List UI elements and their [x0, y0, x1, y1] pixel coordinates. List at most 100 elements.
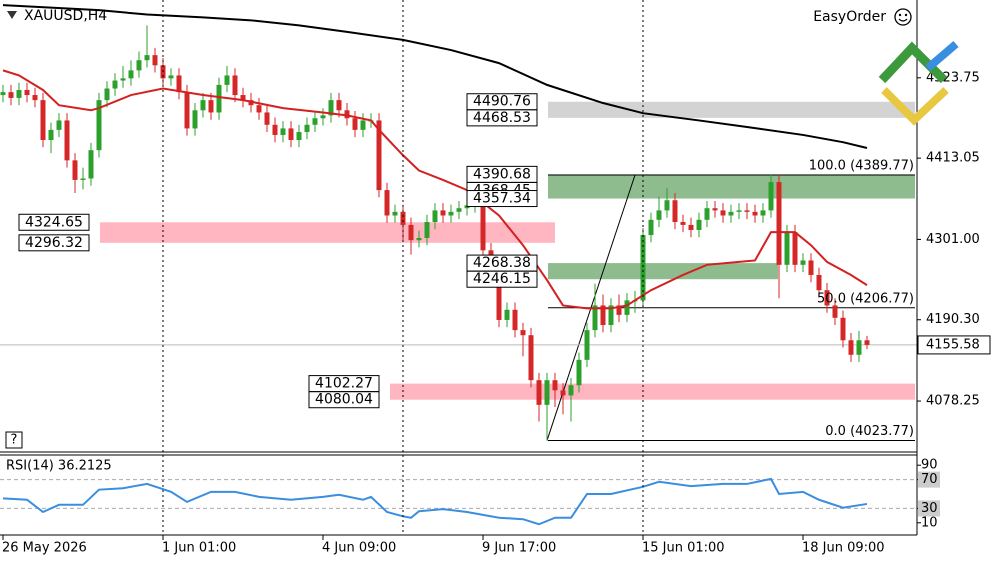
symbol-menu-icon[interactable] — [7, 11, 17, 19]
candle-body — [688, 224, 694, 230]
candle-body — [200, 100, 206, 111]
candle-body — [32, 95, 38, 101]
candle-body — [0, 92, 6, 96]
y-tick-label: 10 — [921, 515, 938, 530]
candle-body — [656, 210, 662, 220]
candle-body — [8, 92, 14, 98]
candle-body — [864, 340, 870, 345]
candle-body — [144, 55, 150, 61]
candle-body — [224, 75, 230, 85]
candle-body — [48, 129, 54, 141]
candle-body — [344, 110, 350, 119]
candle-body — [216, 84, 222, 113]
candle-body — [552, 380, 558, 391]
candle-body — [848, 340, 854, 355]
zone-label-box — [466, 109, 538, 127]
candle-body — [448, 211, 454, 216]
easy-order-button[interactable]: EasyOrder — [813, 9, 886, 25]
candle-body — [304, 124, 310, 133]
x-tick-label: 18 Jun 09:00 — [802, 541, 885, 556]
candle-body — [104, 88, 110, 101]
x-tick-label: 26 May 2026 — [2, 541, 87, 556]
x-tick-label: 15 Jun 01:00 — [642, 541, 725, 556]
level-label-box — [918, 471, 940, 488]
candle-body — [96, 100, 102, 151]
candle-body — [832, 305, 838, 318]
candle-body — [600, 305, 606, 326]
candle-body — [592, 305, 598, 331]
rsi-line — [2, 477, 868, 526]
candle-body — [312, 118, 318, 125]
price-zone — [100, 222, 555, 243]
candle-body — [560, 390, 566, 396]
last-price-box — [917, 335, 991, 355]
y-tick-label: 30 — [921, 501, 938, 516]
candle-body — [536, 380, 542, 405]
candle-body — [856, 340, 862, 355]
candle-body — [824, 290, 830, 306]
price-zone — [548, 263, 778, 280]
zone-label: 4102.27 — [315, 376, 373, 392]
smiley-icon[interactable] — [894, 8, 912, 26]
fib-label: 100.0 (4389.77) — [809, 159, 914, 174]
candle-body — [72, 160, 78, 180]
candle-body — [184, 92, 190, 129]
candle-body — [528, 335, 534, 381]
candle-body — [320, 115, 326, 119]
candle-body — [272, 124, 278, 135]
candle-body — [376, 120, 382, 191]
candle-body — [520, 330, 526, 336]
candle-body — [136, 60, 142, 71]
level-label-box — [918, 500, 940, 517]
candle-body — [440, 210, 446, 216]
candle-body — [232, 75, 238, 96]
candle-body — [152, 55, 158, 66]
candle-body — [288, 128, 294, 141]
candle-body — [24, 89, 30, 96]
candle-body — [88, 150, 94, 179]
candle-body — [480, 200, 486, 251]
zone-label: 4080.04 — [315, 392, 373, 408]
candle-body — [768, 182, 774, 211]
candle-body — [624, 300, 630, 315]
moving-average — [2, 4, 868, 149]
candle-body — [808, 260, 814, 275]
candle-body — [432, 210, 438, 223]
candle-body — [384, 190, 390, 216]
candle-body — [408, 224, 414, 241]
fib-label: 0.0 (4023.77) — [825, 424, 914, 439]
y-tick-label: 70 — [921, 472, 938, 487]
candle-body — [568, 385, 574, 396]
candle-body — [744, 210, 750, 212]
candle-body — [664, 200, 670, 211]
candle-body — [16, 89, 22, 98]
zone-label-box — [18, 213, 90, 231]
y-tick-label: 4301.00 — [926, 232, 980, 247]
candle-body — [680, 222, 686, 225]
candle-body — [328, 100, 334, 116]
plot-layer — [0, 4, 917, 526]
y-tick-label: 4190.30 — [926, 312, 980, 327]
candle-body — [392, 211, 398, 216]
help-button[interactable] — [5, 431, 23, 449]
candle-body — [208, 100, 214, 113]
last-price-label: 4155.58 — [926, 337, 980, 352]
candle-body — [728, 211, 734, 216]
help-label: ? — [11, 433, 18, 448]
zone-label: 4468.53 — [473, 110, 531, 126]
candle-body — [672, 200, 678, 223]
zone-label: 4390.68 — [473, 166, 531, 182]
candle-body — [816, 274, 822, 291]
x-tick-label: 1 Jun 01:00 — [162, 541, 236, 556]
candle-body — [840, 317, 846, 341]
x-tick-label: 9 Jun 17:00 — [482, 541, 556, 556]
candle-body — [112, 80, 118, 89]
candle-body — [704, 208, 710, 220]
candle-body — [64, 120, 70, 161]
zone-label: 4268.38 — [473, 255, 531, 271]
candle-body — [544, 380, 550, 405]
price-zone — [548, 174, 915, 199]
candle-body — [720, 210, 726, 216]
